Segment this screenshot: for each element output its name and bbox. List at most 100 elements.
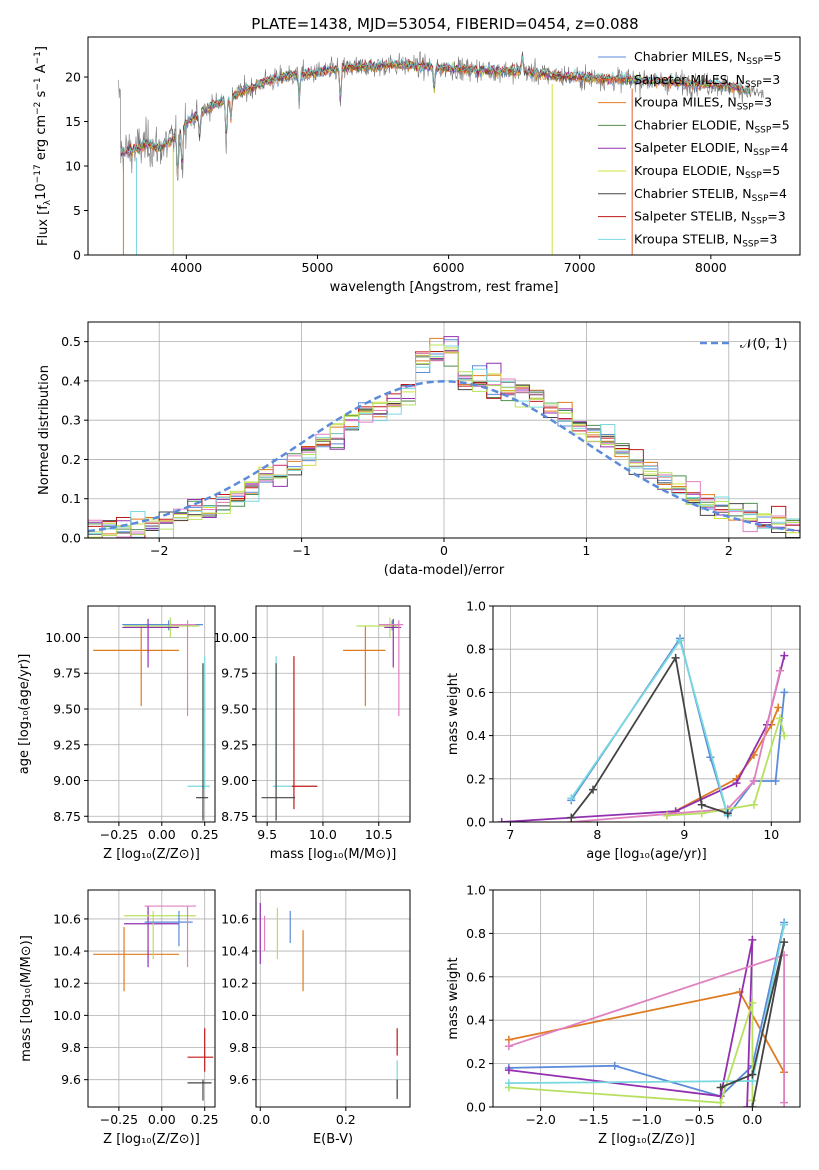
weight-marker [780, 731, 789, 740]
y-tick-label: 9.8 [229, 1040, 249, 1055]
x-tick-label: 0 [440, 543, 448, 558]
figure-title: PLATE=1438, MJD=53054, FIBERID=0454, z=0… [251, 15, 638, 33]
x-tick-label: 7000 [564, 260, 596, 275]
legend-label-sub: SSP [746, 57, 763, 67]
panel-age_weight: 7 8 9 10 0.0 0.2 0.4 0.6 0.8 1.0 age [log₁₀(age/yr… [446, 599, 801, 862]
x-tick-label: −1.5 [578, 1112, 608, 1127]
y-tick-label: 0.8 [466, 926, 486, 941]
legend-label-suffix: =4 [770, 140, 788, 155]
weight-marker [567, 794, 576, 803]
x-tick-label: 0.00 [148, 827, 176, 842]
y-tick-label: 9.8 [61, 1040, 81, 1055]
x-axis-label: Z [log₁₀(Z/Z⊙)] [103, 1132, 200, 1147]
plot-area [93, 617, 210, 821]
x-tick-label: 0.0 [250, 1112, 270, 1127]
y-tick-label: 15 [65, 114, 81, 129]
axes-frame [87, 605, 216, 823]
plot-area [259, 902, 398, 1099]
y-axis-label-part: s [34, 90, 49, 101]
y-tick-label: 10.6 [221, 911, 249, 926]
weight-marker [610, 1061, 619, 1070]
weight-marker [771, 776, 780, 785]
x-tick-label: 8 [593, 827, 601, 842]
weight-marker [743, 1103, 752, 1107]
x-tick-label: −2.0 [525, 1112, 555, 1127]
x-tick-label: 8000 [695, 260, 727, 275]
y-tick-label: 9.50 [221, 701, 249, 716]
legend-label: Chabrier MILES, NSSP=5 [634, 49, 782, 67]
legend-label: Salpeter STELIB, NSSP=3 [634, 209, 786, 227]
y-axis-label-part: A [34, 64, 49, 77]
x-tick-label: 0.0 [742, 1112, 762, 1127]
y-axis-label: mass [log₁₀(M/M⊙)] [19, 935, 34, 1062]
y-tick-label: 0.2 [466, 771, 486, 786]
plot-area [504, 918, 789, 1107]
x-tick-label: −1 [292, 543, 310, 558]
y-tick-label: 1.0 [466, 883, 486, 898]
legend-label-sub: SSP [737, 103, 754, 113]
legend-label: Salpeter MILES, NSSP=3 [634, 72, 780, 90]
axes-frame [255, 889, 411, 1108]
y-tick-label: 9.00 [53, 773, 81, 788]
legend-label: 𝒩(0, 1) [740, 337, 787, 352]
y-tick-label: 0.4 [466, 728, 486, 743]
y-tick-label: 1.0 [466, 599, 486, 614]
panel-ebv_mass: 0.0 0.2 9.6 9.8 10.0 10.2 10.4 10.6 E(B-V) [221, 889, 411, 1147]
panel-Z_mass: −0.25 0.00 0.25 9.6 9.8 10.0 10.2 10.4 10.6 Z [lo… [19, 889, 219, 1147]
y-tick-label: 9.6 [61, 1072, 81, 1087]
y-axis-label-part: erg cm [34, 115, 49, 164]
y-axis-label: age [log₁₀(age/yr)] [17, 654, 32, 775]
y-tick-label: 0.6 [466, 685, 486, 700]
y-tick-label: 9.75 [53, 666, 81, 681]
legend-label-sub: SSP [745, 171, 762, 181]
panel-Z_weight: −2.0 −1.5 −1.0 −0.5 0.0 0.0 0.2 0.4 0.6 0.8 1.0 Z [… [446, 883, 801, 1147]
weight-marker [780, 651, 789, 660]
legend-label-suffix: =3 [762, 72, 780, 87]
y-axis-label-part: −1 [33, 77, 43, 90]
weight-marker [775, 714, 784, 723]
weight-marker [697, 800, 706, 809]
legend-label-sub: SSP [745, 80, 762, 90]
y-axis-label-part: ] [34, 46, 49, 51]
x-tick-label: 9 [680, 827, 688, 842]
y-axis-label: Flux [fλ10−17 erg cm−2 s−1 A−1] [33, 46, 53, 246]
y-tick-label: 0.0 [466, 815, 486, 830]
x-tick-label: 5000 [302, 260, 334, 275]
y-tick-label: 8.75 [221, 809, 249, 824]
axes-frame [255, 605, 411, 823]
weight-marker [748, 1070, 757, 1079]
legend-label-sub: SSP [750, 217, 767, 227]
legend-label-sub: SSP [754, 125, 771, 135]
weight-marker [723, 809, 732, 818]
y-tick-label: 9.6 [229, 1072, 249, 1087]
x-axis-label: Z [log₁₀(Z/Z⊙)] [598, 1132, 695, 1147]
x-axis-label: mass [log₁₀(M/M⊙)] [270, 847, 397, 862]
y-tick-label: 0.0 [466, 1100, 486, 1115]
y-tick-label: 0.0 [61, 531, 81, 546]
panel-Z_age: −0.25 0.00 0.25 8.75 9.00 9.25 9.50 9.75 10.00 Z … [17, 605, 219, 862]
weight-marker [749, 800, 758, 809]
plot-area [117, 50, 764, 255]
y-tick-label: 0 [73, 248, 81, 263]
weight-marker [589, 785, 598, 794]
weight-marker [504, 1066, 513, 1075]
x-tick-label: 4000 [170, 260, 202, 275]
weight-marker [748, 998, 757, 1007]
y-tick-label: 10.00 [45, 630, 81, 645]
weight-marker [780, 920, 789, 929]
y-tick-label: 0.6 [466, 969, 486, 984]
y-axis-label-part: −17 [33, 164, 43, 183]
x-tick-label: 10.5 [365, 827, 393, 842]
y-tick-label: 0.8 [466, 642, 486, 657]
axes-frame [87, 36, 801, 256]
weight-marker [732, 779, 741, 788]
plot-area [261, 617, 404, 821]
y-tick-label: 0.5 [61, 334, 81, 349]
weight-marker [716, 1083, 725, 1092]
x-tick-label: 0.2 [336, 1112, 356, 1127]
x-tick-label: 0.00 [148, 1112, 176, 1127]
plot-area [497, 634, 789, 822]
weight-marker [504, 1042, 513, 1051]
weight-marker [748, 1103, 757, 1107]
legend-label: Kroupa ELODIE, NSSP=5 [634, 163, 780, 181]
